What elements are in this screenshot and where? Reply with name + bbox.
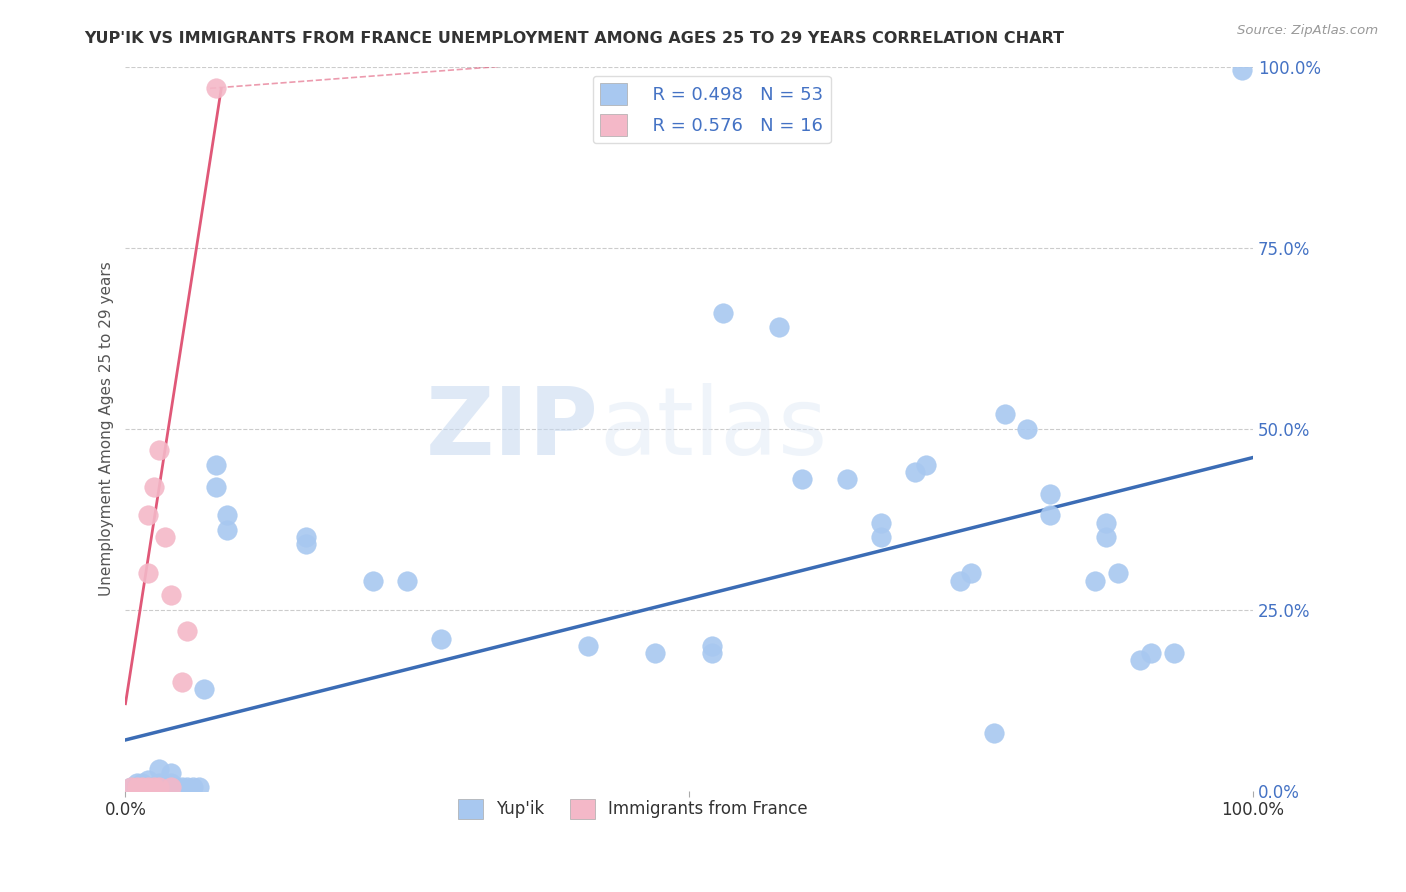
Point <box>148 780 170 794</box>
Point <box>204 458 226 472</box>
Point <box>136 780 159 794</box>
Point <box>644 646 666 660</box>
Point <box>949 574 972 588</box>
Point <box>215 523 238 537</box>
Point <box>136 566 159 581</box>
Point <box>790 472 813 486</box>
Point <box>153 780 176 794</box>
Point <box>120 780 142 794</box>
Point <box>295 537 318 551</box>
Text: ZIP: ZIP <box>426 383 599 475</box>
Point <box>1039 487 1062 501</box>
Point <box>125 780 148 794</box>
Text: atlas: atlas <box>599 383 827 475</box>
Point <box>165 780 187 794</box>
Point <box>994 407 1017 421</box>
Point <box>159 780 181 794</box>
Point <box>1084 574 1107 588</box>
Point <box>430 632 453 646</box>
Point <box>576 639 599 653</box>
Point <box>148 443 170 458</box>
Text: YUP'IK VS IMMIGRANTS FROM FRANCE UNEMPLOYMENT AMONG AGES 25 TO 29 YEARS CORRELAT: YUP'IK VS IMMIGRANTS FROM FRANCE UNEMPLO… <box>84 31 1064 46</box>
Y-axis label: Unemployment Among Ages 25 to 29 years: Unemployment Among Ages 25 to 29 years <box>100 261 114 596</box>
Point <box>1230 63 1253 78</box>
Point <box>136 780 159 794</box>
Point <box>159 776 181 790</box>
Text: Source: ZipAtlas.com: Source: ZipAtlas.com <box>1237 24 1378 37</box>
Point <box>148 776 170 790</box>
Point <box>768 320 790 334</box>
Point <box>1095 530 1118 544</box>
Point <box>176 780 198 794</box>
Point <box>125 776 148 790</box>
Point <box>1140 646 1163 660</box>
Point <box>142 780 165 794</box>
Legend: Yup'ik, Immigrants from France: Yup'ik, Immigrants from France <box>451 792 814 826</box>
Point <box>193 682 215 697</box>
Point <box>136 772 159 787</box>
Point <box>869 516 891 530</box>
Point <box>835 472 858 486</box>
Point <box>915 458 938 472</box>
Point <box>1039 508 1062 523</box>
Point <box>159 588 181 602</box>
Point <box>295 530 318 544</box>
Point <box>176 624 198 639</box>
Point <box>181 780 204 794</box>
Point <box>142 780 165 794</box>
Point <box>215 508 238 523</box>
Point <box>960 566 983 581</box>
Point <box>700 639 723 653</box>
Point <box>153 530 176 544</box>
Point <box>148 762 170 776</box>
Point <box>170 780 193 794</box>
Point <box>159 765 181 780</box>
Point <box>136 508 159 523</box>
Point <box>120 780 142 794</box>
Point <box>700 646 723 660</box>
Point <box>363 574 385 588</box>
Point <box>396 574 419 588</box>
Point <box>131 780 153 794</box>
Point <box>711 306 734 320</box>
Point <box>904 465 927 479</box>
Point <box>170 675 193 690</box>
Point <box>1163 646 1185 660</box>
Point <box>983 725 1005 739</box>
Point <box>1129 653 1152 667</box>
Point <box>869 530 891 544</box>
Point <box>204 479 226 493</box>
Point <box>187 780 209 794</box>
Point <box>142 479 165 493</box>
Point <box>1107 566 1129 581</box>
Point <box>204 81 226 95</box>
Point <box>131 776 153 790</box>
Point <box>1095 516 1118 530</box>
Point <box>1017 421 1039 435</box>
